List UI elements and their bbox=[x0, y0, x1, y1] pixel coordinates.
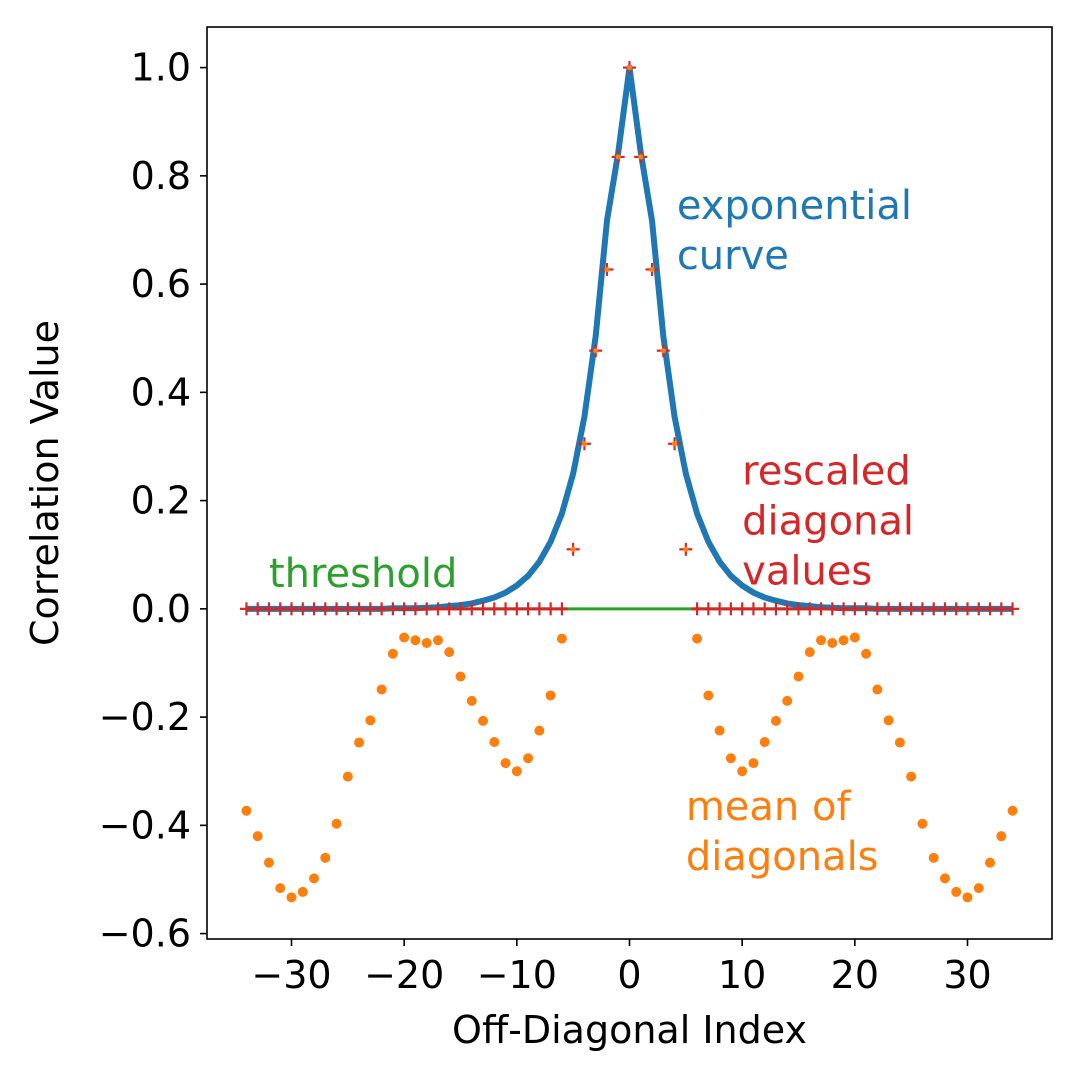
dot-marker bbox=[872, 684, 883, 695]
dot-marker bbox=[985, 857, 996, 868]
y-tick-label: 0.8 bbox=[131, 154, 191, 198]
dot-marker bbox=[816, 635, 827, 646]
dot-marker bbox=[849, 632, 860, 643]
dot-marker bbox=[838, 635, 849, 646]
y-tick-label: 1.0 bbox=[131, 46, 191, 90]
dot-marker bbox=[297, 886, 308, 897]
y-tick-label: 0.4 bbox=[131, 370, 191, 414]
dot-marker bbox=[263, 857, 274, 868]
dot-marker bbox=[523, 753, 534, 764]
x-axis-label: Off-Diagonal Index bbox=[452, 1008, 807, 1052]
annotation-label: mean of diagonals bbox=[686, 784, 879, 880]
x-tick-label: −10 bbox=[477, 953, 557, 997]
dot-marker bbox=[320, 852, 331, 863]
y-tick-label: −0.6 bbox=[99, 912, 191, 956]
dot-marker bbox=[917, 818, 928, 829]
dot-marker bbox=[692, 633, 703, 644]
dot-marker bbox=[275, 883, 286, 894]
dot-marker bbox=[410, 635, 421, 646]
dot-marker bbox=[342, 771, 353, 782]
dot-marker bbox=[309, 873, 320, 884]
dot-marker bbox=[759, 736, 770, 747]
dot-marker bbox=[883, 715, 894, 726]
plot-series bbox=[239, 61, 1020, 903]
dot-marker bbox=[286, 892, 297, 903]
plus-marker bbox=[611, 150, 625, 164]
y-tick-label: 0.2 bbox=[131, 479, 191, 523]
x-tick-label: 30 bbox=[943, 953, 991, 997]
dot-marker bbox=[973, 883, 984, 894]
dot-marker bbox=[365, 715, 376, 726]
dot-marker bbox=[939, 873, 950, 884]
dot-marker bbox=[894, 737, 905, 748]
dot-marker bbox=[861, 648, 872, 659]
y-tick-label: −0.2 bbox=[99, 695, 191, 739]
annotations: exponential curve rescaled diagonal values th… bbox=[269, 183, 914, 880]
dot-marker bbox=[793, 671, 804, 682]
dot-marker bbox=[444, 647, 455, 658]
x-tick-label: −20 bbox=[364, 953, 444, 997]
dot-marker bbox=[996, 831, 1007, 842]
dot-marker bbox=[534, 725, 545, 736]
dot-marker bbox=[376, 684, 387, 695]
dot-marker bbox=[782, 695, 793, 706]
dot-marker bbox=[545, 690, 556, 701]
dot-marker bbox=[556, 633, 567, 644]
dot-marker bbox=[827, 637, 838, 648]
dot-marker bbox=[466, 695, 477, 706]
plus-marker bbox=[577, 437, 591, 451]
dot-marker bbox=[928, 852, 939, 863]
dot-marker bbox=[770, 715, 781, 726]
dot-marker bbox=[1007, 805, 1018, 816]
dot-marker bbox=[725, 753, 736, 764]
dot-marker bbox=[489, 736, 500, 747]
plus-marker bbox=[566, 542, 580, 556]
annotation-label: exponential curve bbox=[677, 183, 912, 279]
dot-marker bbox=[432, 635, 443, 646]
axis-ticks: −30 −20 −10 0 10 20 30 −0.6 −0.4 −0.2 0.0 0.2 0.4 0.6… bbox=[99, 46, 992, 997]
plus-marker bbox=[589, 344, 603, 358]
x-tick-label: 10 bbox=[718, 953, 766, 997]
dot-marker bbox=[399, 632, 410, 643]
dot-marker bbox=[421, 637, 432, 648]
plus-marker bbox=[623, 61, 636, 75]
annotation-label: threshold bbox=[269, 551, 457, 597]
x-tick-label: 0 bbox=[617, 953, 641, 997]
plus-marker bbox=[634, 150, 648, 164]
y-tick-label: −0.4 bbox=[99, 803, 191, 847]
plus-marker bbox=[600, 262, 614, 276]
dot-marker bbox=[906, 771, 917, 782]
dot-marker bbox=[455, 671, 466, 682]
dot-marker bbox=[703, 690, 714, 701]
dot-marker bbox=[962, 892, 973, 903]
dot-marker bbox=[478, 715, 489, 726]
plus-marker bbox=[679, 542, 693, 556]
dot-marker bbox=[804, 647, 815, 658]
dot-marker bbox=[252, 831, 263, 842]
y-tick-label: 0.6 bbox=[131, 262, 191, 306]
plus-marker bbox=[645, 262, 659, 276]
dot-marker bbox=[387, 648, 398, 659]
dot-marker bbox=[511, 766, 522, 777]
dot-marker bbox=[951, 886, 962, 897]
dot-marker bbox=[714, 725, 725, 736]
x-tick-label: 20 bbox=[831, 953, 879, 997]
annotation-label: rescaled diagonal values bbox=[742, 448, 914, 594]
plot-frame bbox=[206, 26, 1053, 940]
dot-marker bbox=[500, 758, 511, 769]
dot-marker bbox=[331, 818, 342, 829]
plus-marker bbox=[668, 437, 682, 451]
dot-marker bbox=[748, 758, 759, 769]
plus-marker bbox=[656, 344, 670, 358]
dot-marker bbox=[241, 805, 252, 816]
dot-marker bbox=[737, 766, 748, 777]
dot-marker bbox=[354, 737, 365, 748]
x-tick-label: −30 bbox=[251, 953, 331, 997]
y-tick-label: 0.0 bbox=[131, 587, 191, 631]
y-axis-label: Correlation Value bbox=[23, 320, 67, 646]
